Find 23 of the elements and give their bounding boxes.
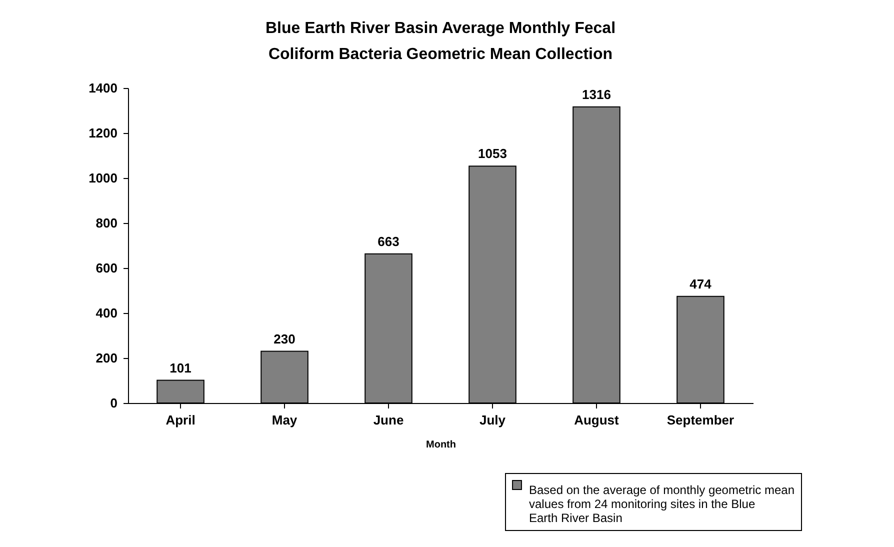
x-tick-label: July <box>479 412 506 428</box>
x-tick-label: June <box>373 412 404 428</box>
chart-title: Blue Earth River Basin Average Monthly Fecal Coliform Bacteria Geometric Mean Collection <box>265 20 616 63</box>
y-tick-label: 0 <box>110 396 118 410</box>
y-tick-label: 600 <box>96 260 118 276</box>
x-tick-label: April <box>166 412 196 428</box>
x-axis-title: Month <box>426 440 456 450</box>
data-label: 1316 <box>582 86 611 102</box>
data-label: 101 <box>170 360 192 376</box>
x-tick-label: May <box>272 412 298 428</box>
y-tick-label: 200 <box>96 350 118 366</box>
data-label: 1053 <box>478 146 507 162</box>
y-tick-label: 1400 <box>88 80 118 96</box>
x-tick-label: September <box>666 412 734 428</box>
x-tick-label: August <box>574 412 620 428</box>
y-tick-label: 1200 <box>88 126 118 140</box>
y-tick-label: 1000 <box>88 170 118 186</box>
y-tick-label: 800 <box>96 216 118 230</box>
legend-label: Based on the average of monthly geometric mean values from 24 monitoring sites in the Blue Earth River Basin <box>529 483 794 525</box>
y-tick-label: 400 <box>96 306 118 320</box>
data-label: 663 <box>378 234 400 249</box>
data-label: 230 <box>274 331 296 346</box>
data-label: 474 <box>690 276 712 292</box>
